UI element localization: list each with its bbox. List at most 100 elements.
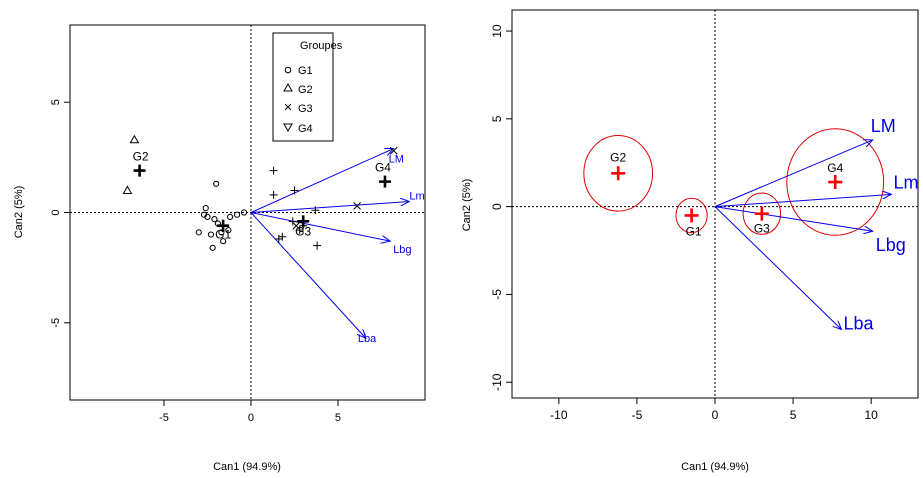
point-g1 [225, 227, 232, 234]
point-g1 [240, 209, 248, 216]
axis-ticks: -10 -5 0 5 10 -10 -5 0 5 10 [490, 24, 878, 422]
y-tick-label: 0 [490, 203, 504, 210]
centroid-g1 [684, 208, 699, 223]
y-tick-label: 5 [50, 99, 62, 105]
x-tick-label: 0 [248, 412, 254, 424]
point-g1 [218, 229, 225, 236]
biplot-right-panel: -10 -5 0 5 10 -10 -5 0 5 10 LM Lm Lbg Lba G1 G2 G3 G4 C… [461, 9, 919, 473]
centroid-label-g3: G3 [754, 222, 770, 236]
legend-label: G4 [298, 123, 313, 135]
y-tick-label: -5 [490, 289, 504, 300]
centroid-label-g1: G1 [686, 224, 702, 238]
x-tick-label: -5 [159, 412, 169, 424]
centroid-label-g2: G2 [610, 150, 626, 164]
reference-lines [70, 25, 425, 400]
vector-label-lm: LM [871, 116, 896, 136]
reference-lines [512, 10, 918, 398]
point-g4 [311, 206, 320, 215]
vector-label-lm: Lm [893, 172, 918, 192]
axis-ticks: -5 0 5 -5 0 5 [50, 99, 341, 424]
centroid-g2 [133, 164, 146, 177]
centroid-label-g2: G2 [133, 150, 149, 164]
point-g1 [220, 238, 227, 245]
legend-entry-g3: G3 [284, 103, 313, 115]
confidence-circle-g4 [786, 128, 885, 236]
vector-arrow-lbg [714, 206, 873, 232]
point-g4 [313, 241, 322, 250]
legend-entry-g4: G4 [283, 123, 313, 135]
centroid-label-g3: G3 [295, 224, 311, 238]
point-g1 [204, 213, 211, 221]
legend-box [272, 32, 334, 142]
point-g1 [195, 229, 202, 236]
centroid-g4 [378, 175, 391, 188]
centroid-g2 [611, 166, 626, 181]
vector-arrow-lbg [250, 212, 390, 242]
legend-title: Groupes [300, 40, 343, 52]
x-tick-label: 5 [335, 412, 341, 424]
y-axis-label: Can2 (5%) [13, 186, 25, 239]
vector-label-lba: Lba [358, 333, 377, 345]
point-g4 [269, 190, 278, 199]
point-g4 [288, 217, 297, 226]
biplot-left-panel: -5 0 5 -5 0 5 LM Lm Lbg Lba G1 G2 G3 G4 Groupes G1 … [13, 24, 426, 473]
confidence-circle-g1 [675, 197, 708, 234]
point-g4 [269, 166, 278, 175]
legend-entry-g2: G2 [283, 82, 313, 96]
variable-vectors: LM Lm Lbg Lba [714, 116, 918, 334]
y-tick-label: -10 [490, 373, 504, 391]
x-axis-label: Can1 (94.9%) [681, 461, 749, 473]
vector-arrow-lba [714, 206, 841, 330]
point-g1 [233, 211, 241, 218]
vector-arrow-lm [250, 149, 394, 213]
x-axis-label: Can1 (94.9%) [213, 461, 281, 473]
x-tick-label: -10 [550, 408, 568, 422]
group-centroids: G1 G2 G3 G4 [610, 150, 843, 238]
centroid-g3 [754, 206, 769, 221]
x-tick-label: -5 [632, 408, 643, 422]
x-tick-label: 0 [712, 408, 719, 422]
cross-symbol-icon [284, 103, 292, 111]
variable-vectors: LM Lm Lbg Lba [250, 149, 425, 345]
y-tick-label: -5 [50, 318, 62, 328]
vector-arrow-lba [250, 212, 366, 339]
group-centroids: G1 G2 G3 G4 [133, 150, 392, 242]
point-g4 [295, 226, 304, 235]
point-g1 [211, 216, 218, 223]
point-g3 [292, 221, 301, 230]
point-g1 [226, 213, 234, 221]
point-g4 [274, 234, 283, 243]
centroid-g3 [297, 215, 310, 228]
vector-label-lba: Lba [843, 314, 874, 334]
legend-label: G2 [298, 84, 313, 96]
legend-label: G1 [298, 65, 313, 77]
point-g1 [213, 180, 220, 187]
centroid-label-g1: G1 [215, 228, 231, 242]
point-g2 [122, 185, 133, 194]
y-tick-label: 10 [490, 24, 504, 38]
point-g1 [209, 244, 216, 251]
vector-label-lbg: Lbg [393, 244, 411, 256]
confidence-circle-g3 [742, 192, 782, 235]
confidence-circle-g2 [583, 134, 654, 212]
point-g2 [129, 134, 140, 144]
x-tick-label: 5 [790, 408, 797, 422]
circle-symbol-icon [284, 66, 292, 74]
x-tick-label: 10 [864, 408, 878, 422]
legend-entry-g1: G1 [284, 65, 313, 77]
y-tick-label: 0 [50, 209, 62, 215]
y-axis-label: Can2 (5%) [461, 179, 473, 232]
legend-label: G3 [298, 103, 313, 115]
observation-points [122, 134, 398, 251]
centroid-label-g4: G4 [375, 161, 391, 175]
triangle-up-symbol-icon [283, 82, 293, 92]
triangle-down-symbol-icon [283, 123, 293, 133]
legend: Groupes G1 G2 G3 G4 [272, 32, 343, 142]
point-g1 [207, 231, 215, 238]
vector-label-lm: LM [389, 154, 404, 166]
vector-arrow-lm [714, 140, 873, 208]
vector-label-lm: Lm [409, 190, 424, 202]
vector-label-lbg: Lbg [876, 235, 906, 255]
point-g4 [290, 186, 299, 195]
